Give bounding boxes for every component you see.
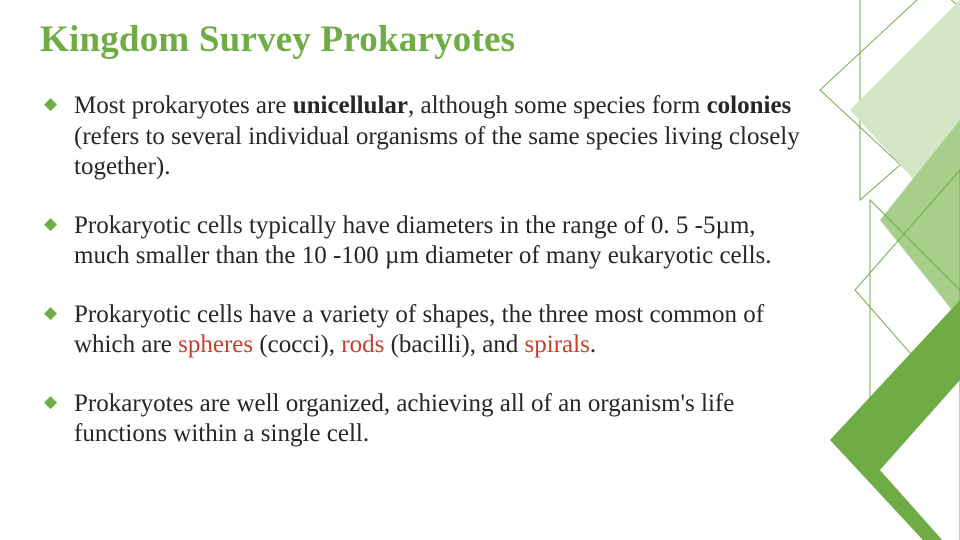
highlight-text: spheres	[178, 331, 253, 358]
text: Prokaryotic cells typically have diamete…	[74, 212, 772, 270]
bullet-list: Most prokaryotes are unicellular, althou…	[40, 91, 920, 450]
text: , although some species form	[408, 92, 707, 119]
bullet-item: Prokaryotic cells have a variety of shap…	[44, 300, 814, 361]
bullet-item: Prokaryotes are well organized, achievin…	[44, 389, 814, 450]
text: (cocci),	[253, 331, 341, 358]
text: Prokaryotes are well organized, achievin…	[74, 390, 734, 448]
bullet-item: Prokaryotic cells typically have diamete…	[44, 211, 814, 272]
text: Most prokaryotes are	[74, 92, 293, 119]
text: (bacilli), and	[384, 331, 524, 358]
slide-title: Kingdom Survey Prokaryotes	[40, 18, 920, 61]
text: (refers to several individual organisms …	[74, 123, 800, 181]
text: .	[590, 331, 596, 358]
highlight-text: spirals	[525, 331, 590, 358]
bullet-item: Most prokaryotes are unicellular, althou…	[44, 91, 814, 183]
highlight-text: rods	[341, 331, 384, 358]
bold-text: unicellular	[293, 92, 408, 119]
bold-text: colonies	[707, 92, 792, 119]
slide: Kingdom Survey Prokaryotes Most prokaryo…	[0, 0, 960, 540]
